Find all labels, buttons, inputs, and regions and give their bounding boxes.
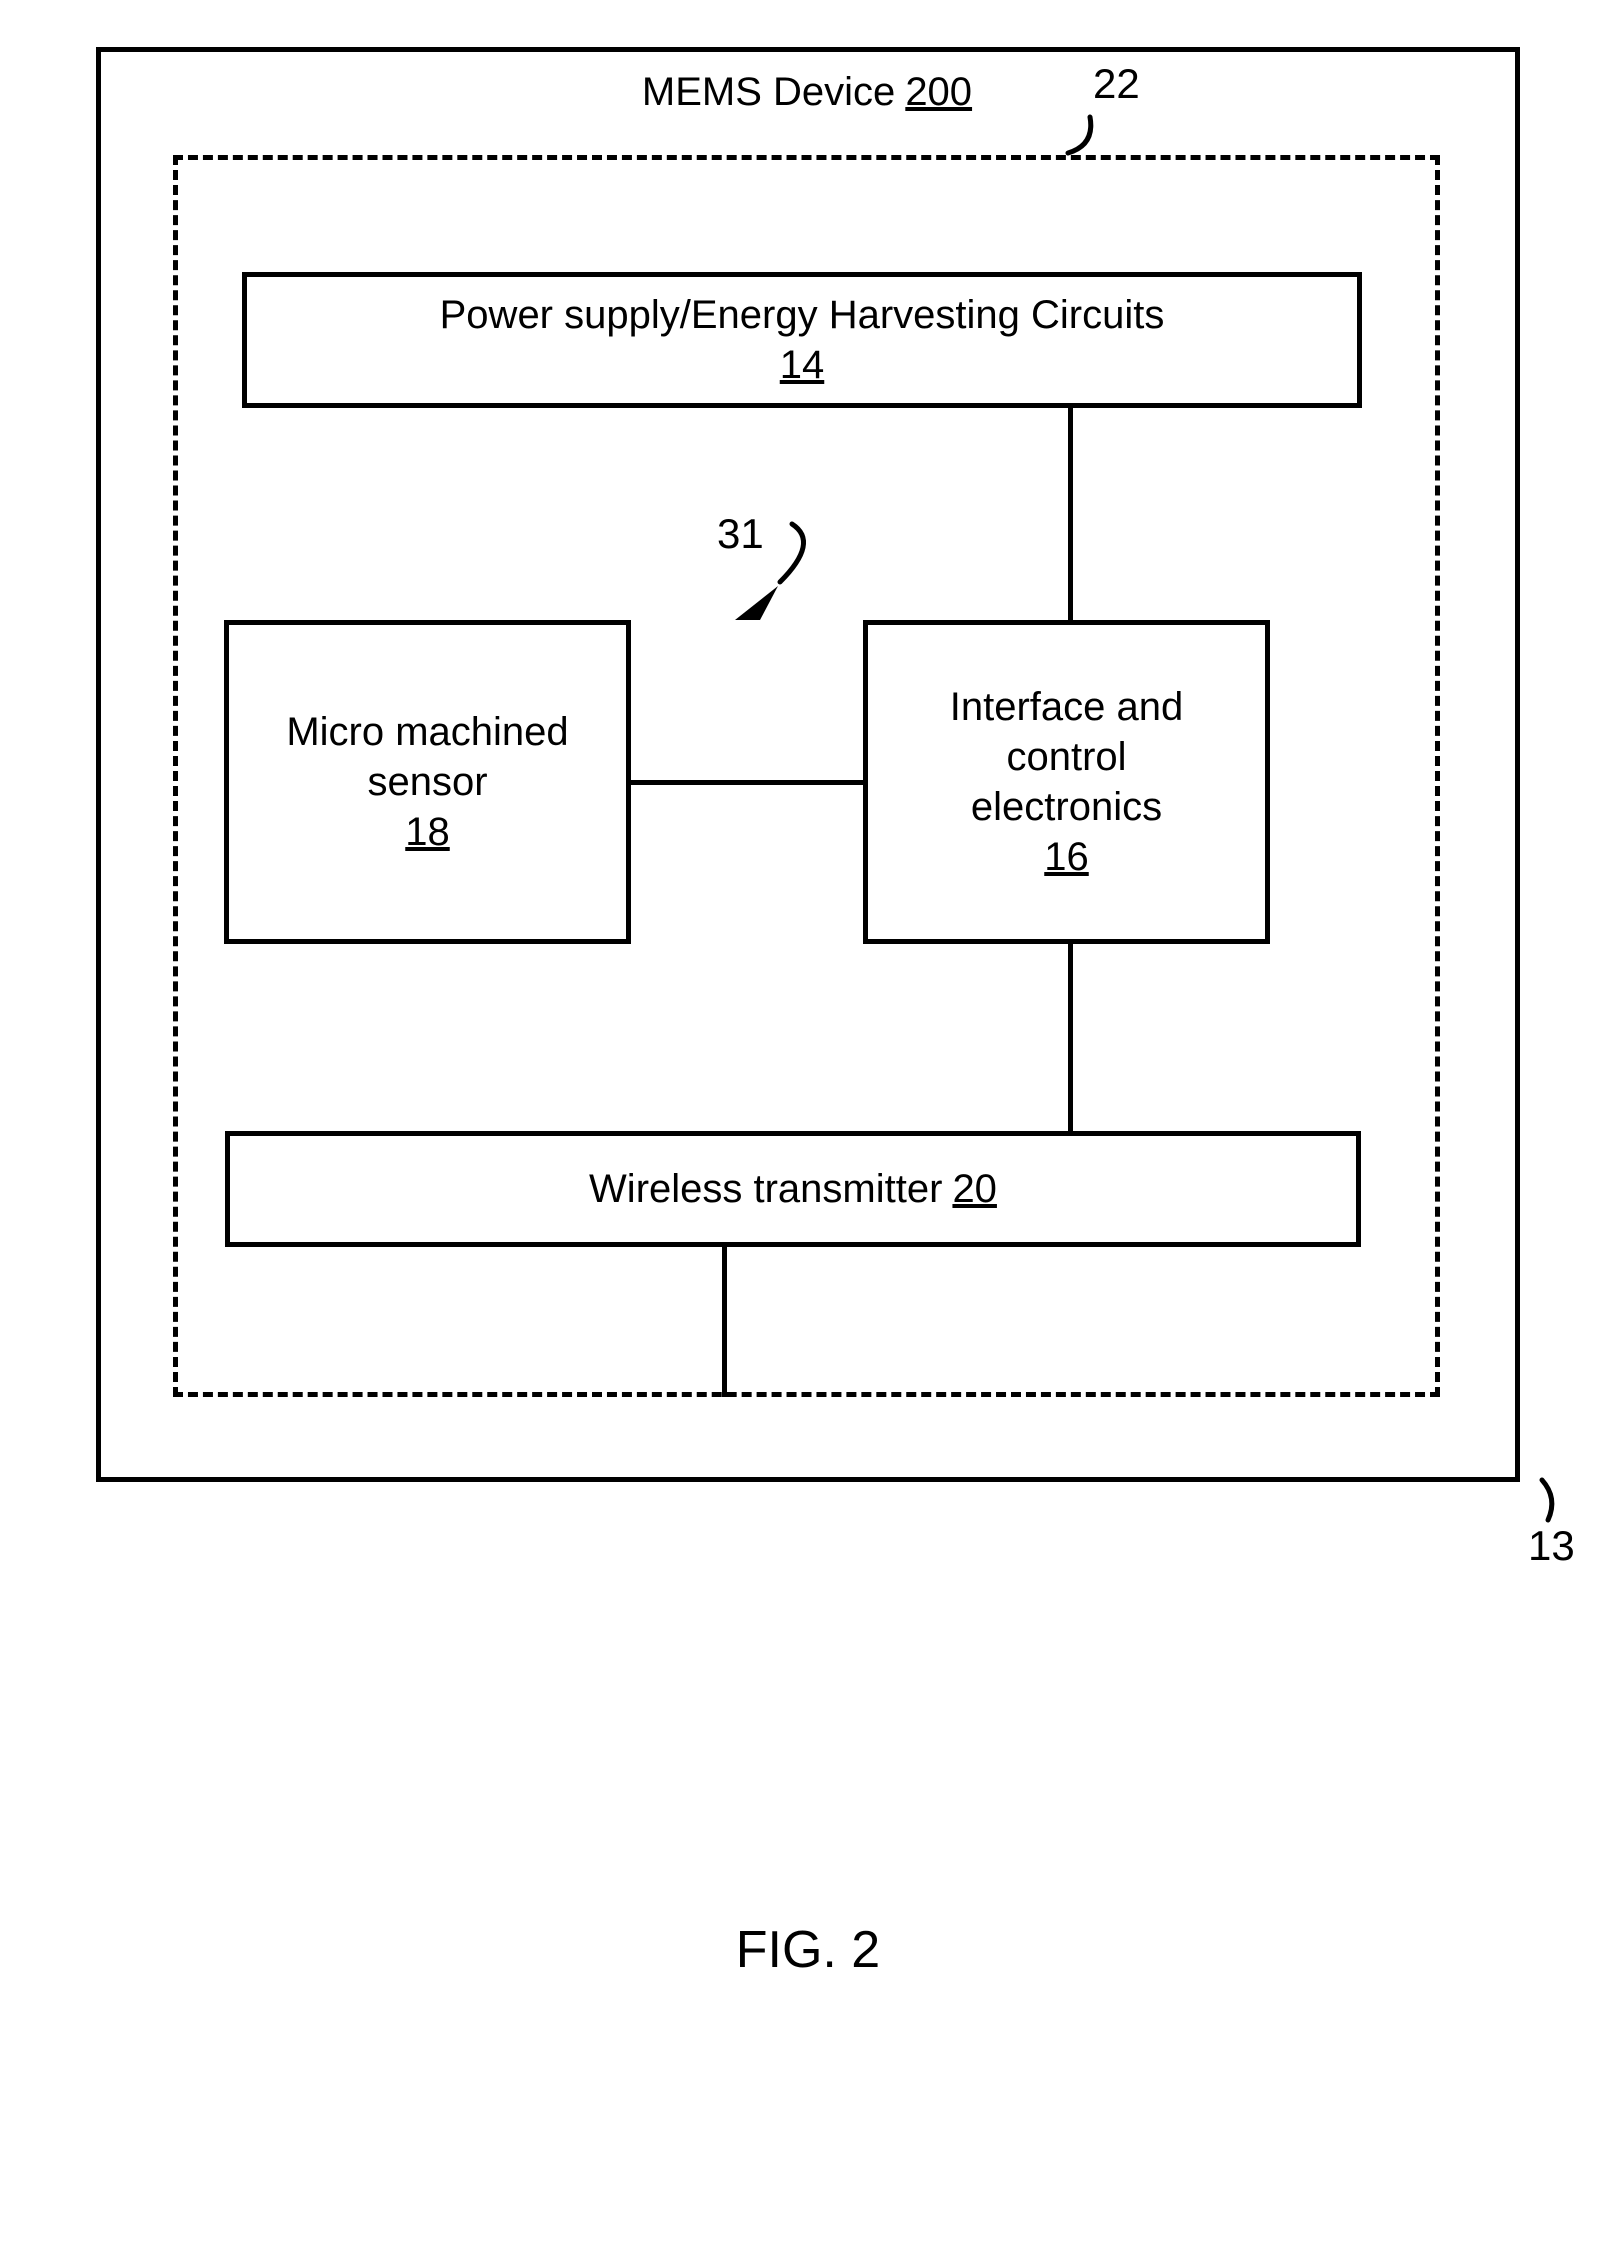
hook-13 — [1542, 1480, 1552, 1520]
conn-sensor-control — [631, 780, 863, 785]
conn-power-control — [1068, 408, 1073, 620]
sensor-block: Micro machined sensor 18 — [224, 620, 631, 944]
ref-13-label: 13 — [1528, 1522, 1575, 1570]
control-label-1: Interface and — [950, 682, 1184, 732]
power-supply-ref: 14 — [780, 340, 825, 390]
power-supply-label: Power supply/Energy Harvesting Circuits — [440, 290, 1165, 340]
device-title: MEMS Device 200 — [500, 70, 1114, 115]
control-ref: 16 — [1044, 832, 1089, 882]
diagram-canvas: MEMS Device 200 Power supply/Energy Harv… — [0, 0, 1616, 2251]
control-block: Interface and control electronics 16 — [863, 620, 1270, 944]
device-title-ref: 200 — [905, 70, 972, 115]
ref-22-label: 22 — [1093, 60, 1140, 108]
power-supply-block: Power supply/Energy Harvesting Circuits … — [242, 272, 1362, 408]
sensor-label-1: Micro machined — [286, 707, 568, 757]
control-label-2: control — [1006, 732, 1126, 782]
conn-control-wireless — [1068, 944, 1073, 1131]
figure-caption: FIG. 2 — [700, 1920, 916, 1980]
wireless-label: Wireless transmitter — [589, 1164, 942, 1214]
wireless-ref: 20 — [952, 1164, 997, 1214]
sensor-label-2: sensor — [367, 757, 487, 807]
control-label-3: electronics — [971, 782, 1162, 832]
sensor-ref: 18 — [405, 807, 450, 857]
conn-wireless-out — [722, 1247, 727, 1397]
wireless-block: Wireless transmitter 20 — [225, 1131, 1361, 1247]
ref-31-label: 31 — [717, 510, 764, 558]
device-title-text: MEMS Device — [642, 70, 895, 115]
